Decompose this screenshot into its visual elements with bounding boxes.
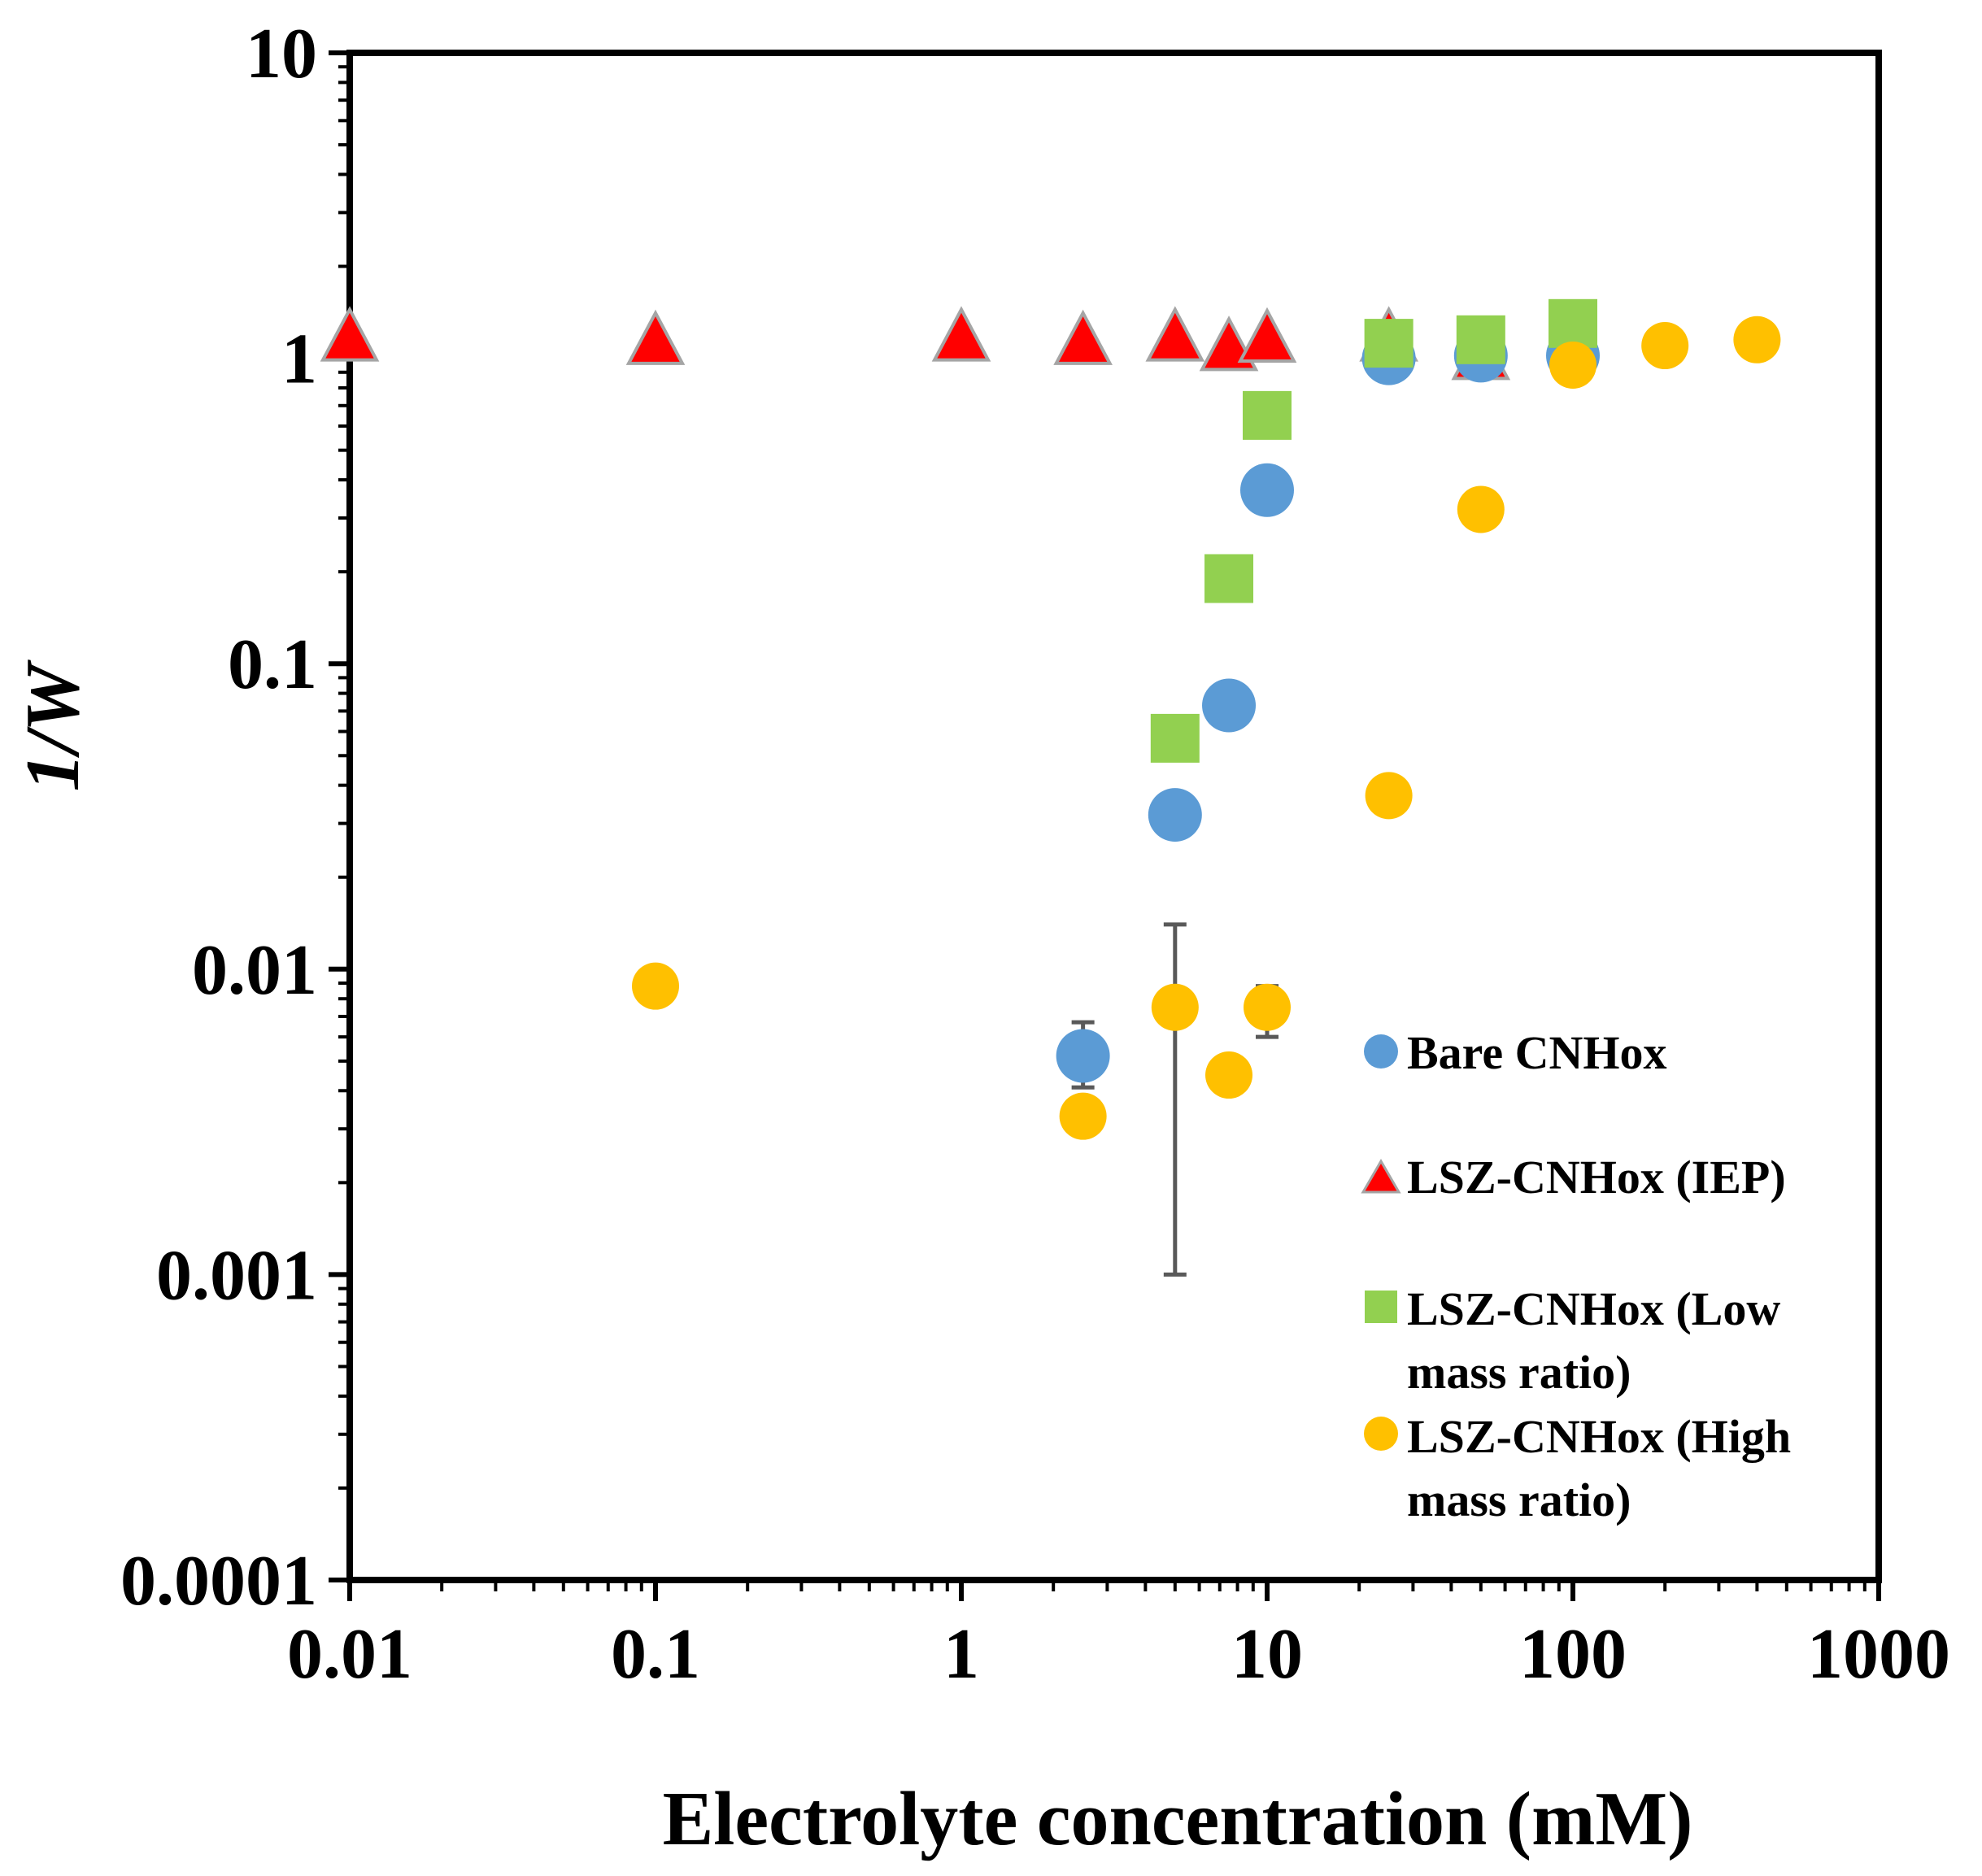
data-point — [1365, 772, 1413, 820]
x-tick-label: 100 — [1519, 1615, 1627, 1694]
data-point — [1148, 788, 1202, 842]
y-tick-label: 0.001 — [156, 1236, 317, 1315]
y-tick-label: 1 — [281, 320, 317, 399]
x-tick-label: 10 — [1231, 1615, 1303, 1694]
legend-label-iep: LSZ-CNHox (IEP) — [1407, 1151, 1786, 1204]
legend-label-high-line2: mass ratio) — [1407, 1473, 1631, 1526]
legend-label-high-line1: LSZ-CNHox (High — [1407, 1410, 1791, 1463]
data-point — [1456, 315, 1505, 364]
data-point — [632, 962, 679, 1010]
legend-marker-iep — [1361, 1159, 1401, 1194]
data-point — [625, 309, 686, 365]
y-tick-label: 0.1 — [228, 625, 317, 704]
legend-marker-high — [1364, 1417, 1398, 1451]
data-point — [1549, 341, 1596, 389]
data-point — [1243, 390, 1292, 440]
plot-frame — [346, 50, 1882, 1583]
legend-marker-low — [1365, 1291, 1397, 1323]
x-tick-label: 1000 — [1807, 1615, 1950, 1694]
data-point — [1202, 678, 1257, 733]
y-tick-label: 0.0001 — [120, 1542, 317, 1621]
data-point — [1240, 463, 1294, 517]
data-point — [1056, 1029, 1110, 1083]
data-point — [931, 306, 991, 362]
data-point — [1244, 983, 1291, 1031]
y-tick-label: 10 — [246, 15, 317, 94]
legend: Bare CNHox LSZ-CNHox (IEP) LSZ-CNHox (Lo… — [1361, 1026, 1791, 1526]
x-tick-label: 1 — [943, 1615, 979, 1694]
legend-label-bare: Bare CNHox — [1407, 1026, 1667, 1079]
data-point — [1151, 983, 1199, 1031]
legend-marker-bare — [1364, 1034, 1398, 1069]
x-tick-label: 0.01 — [287, 1615, 412, 1694]
y-tick-label: 0.01 — [192, 931, 317, 1010]
data-point — [1053, 309, 1113, 365]
data-point — [1457, 485, 1505, 533]
y-tick-labels: 0.0001 0.001 0.01 0.1 1 10 — [120, 15, 317, 1621]
x-tick-labels: 0.01 0.1 1 10 100 1000 — [287, 1615, 1950, 1694]
data-point — [1059, 1092, 1107, 1140]
data-point — [1364, 319, 1414, 368]
data-markers — [320, 298, 1781, 1140]
legend-label-low-line1: LSZ-CNHox (Low — [1407, 1282, 1780, 1335]
x-axis-title: Electrolyte concentration (mM) — [663, 1777, 1693, 1861]
data-point — [1205, 1051, 1253, 1099]
x-tick-label: 0.1 — [611, 1615, 700, 1694]
data-point — [1733, 316, 1781, 363]
legend-label-low-line2: mass ratio) — [1407, 1346, 1631, 1399]
data-point — [1237, 307, 1297, 363]
data-point — [1549, 298, 1597, 348]
y-axis-title: 1/W — [11, 659, 95, 791]
data-point — [1204, 554, 1254, 603]
data-point — [1145, 306, 1205, 362]
data-point — [1641, 322, 1689, 370]
data-point — [320, 306, 380, 362]
data-point — [1150, 713, 1200, 763]
